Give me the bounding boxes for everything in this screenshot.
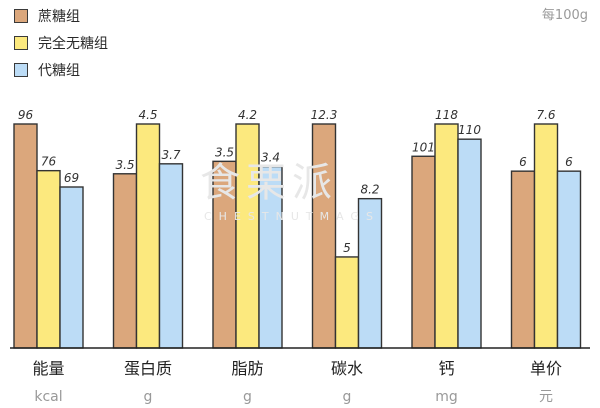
category-label: 脂肪: [231, 359, 263, 378]
unit-label: g: [343, 389, 352, 405]
bar: [158, 163, 184, 349]
category-label: 能量: [32, 359, 64, 378]
unit-note: 每100g: [541, 8, 588, 23]
unit-label: g: [144, 389, 153, 405]
data-label: 8.2: [360, 183, 379, 197]
data-label: 96: [18, 108, 34, 122]
bar: [112, 173, 138, 349]
bar: [212, 160, 237, 349]
legend-label-sucrose: 蔗糖组: [38, 8, 80, 25]
category-label: 钙: [438, 359, 454, 378]
bar: [533, 123, 559, 349]
legend-item-substitute: 代糖组: [14, 56, 108, 83]
bar: [258, 165, 283, 349]
unit-label: mg: [435, 389, 458, 405]
bar: [235, 123, 260, 349]
data-label: 101: [412, 140, 435, 154]
legend-swatch-substitute: [14, 62, 28, 77]
legend-swatch-sucrose: [14, 8, 28, 23]
category-label: 碳水: [331, 359, 363, 378]
legend-item-sucrose: 蔗糖组: [14, 2, 108, 29]
bar: [434, 123, 459, 349]
data-label: 3.7: [161, 148, 180, 162]
data-label: 3.4: [261, 151, 280, 165]
data-label: 5: [343, 241, 351, 255]
legend: 蔗糖组 完全无糖组 代糖组: [14, 2, 108, 83]
bar: [13, 123, 38, 349]
data-label: 6: [519, 155, 527, 169]
data-label: 3.5: [215, 145, 234, 159]
bar: [556, 170, 582, 349]
bar: [411, 155, 436, 349]
legend-swatch-sugar-free: [14, 35, 28, 50]
unit-label: g: [243, 389, 252, 405]
unit-label: kcal: [34, 389, 62, 405]
data-label: 12.3: [311, 108, 338, 122]
data-label: 3.5: [115, 158, 134, 172]
bar: [311, 123, 337, 349]
data-label: 6: [565, 155, 573, 169]
legend-item-sugar-free: 完全无糖组: [14, 29, 108, 56]
bar: [36, 169, 61, 349]
bar: [135, 123, 161, 349]
data-label: 76: [41, 155, 57, 169]
bar: [457, 138, 482, 349]
legend-label-sugar-free: 完全无糖组: [38, 35, 108, 52]
bar: [357, 197, 383, 349]
category-label: 单价: [530, 359, 562, 378]
data-label: 7.6: [536, 108, 555, 122]
category-label: 蛋白质: [124, 359, 172, 378]
bar: [59, 186, 84, 349]
data-label: 69: [64, 171, 79, 185]
bar: [334, 256, 360, 349]
data-label: 4.5: [138, 108, 157, 122]
data-label: 118: [435, 108, 458, 122]
unit-label: 元: [539, 389, 553, 405]
legend-label-substitute: 代糖组: [38, 62, 80, 79]
data-label: 4.2: [238, 108, 257, 122]
bar: [510, 170, 536, 349]
data-label: 110: [458, 123, 481, 137]
